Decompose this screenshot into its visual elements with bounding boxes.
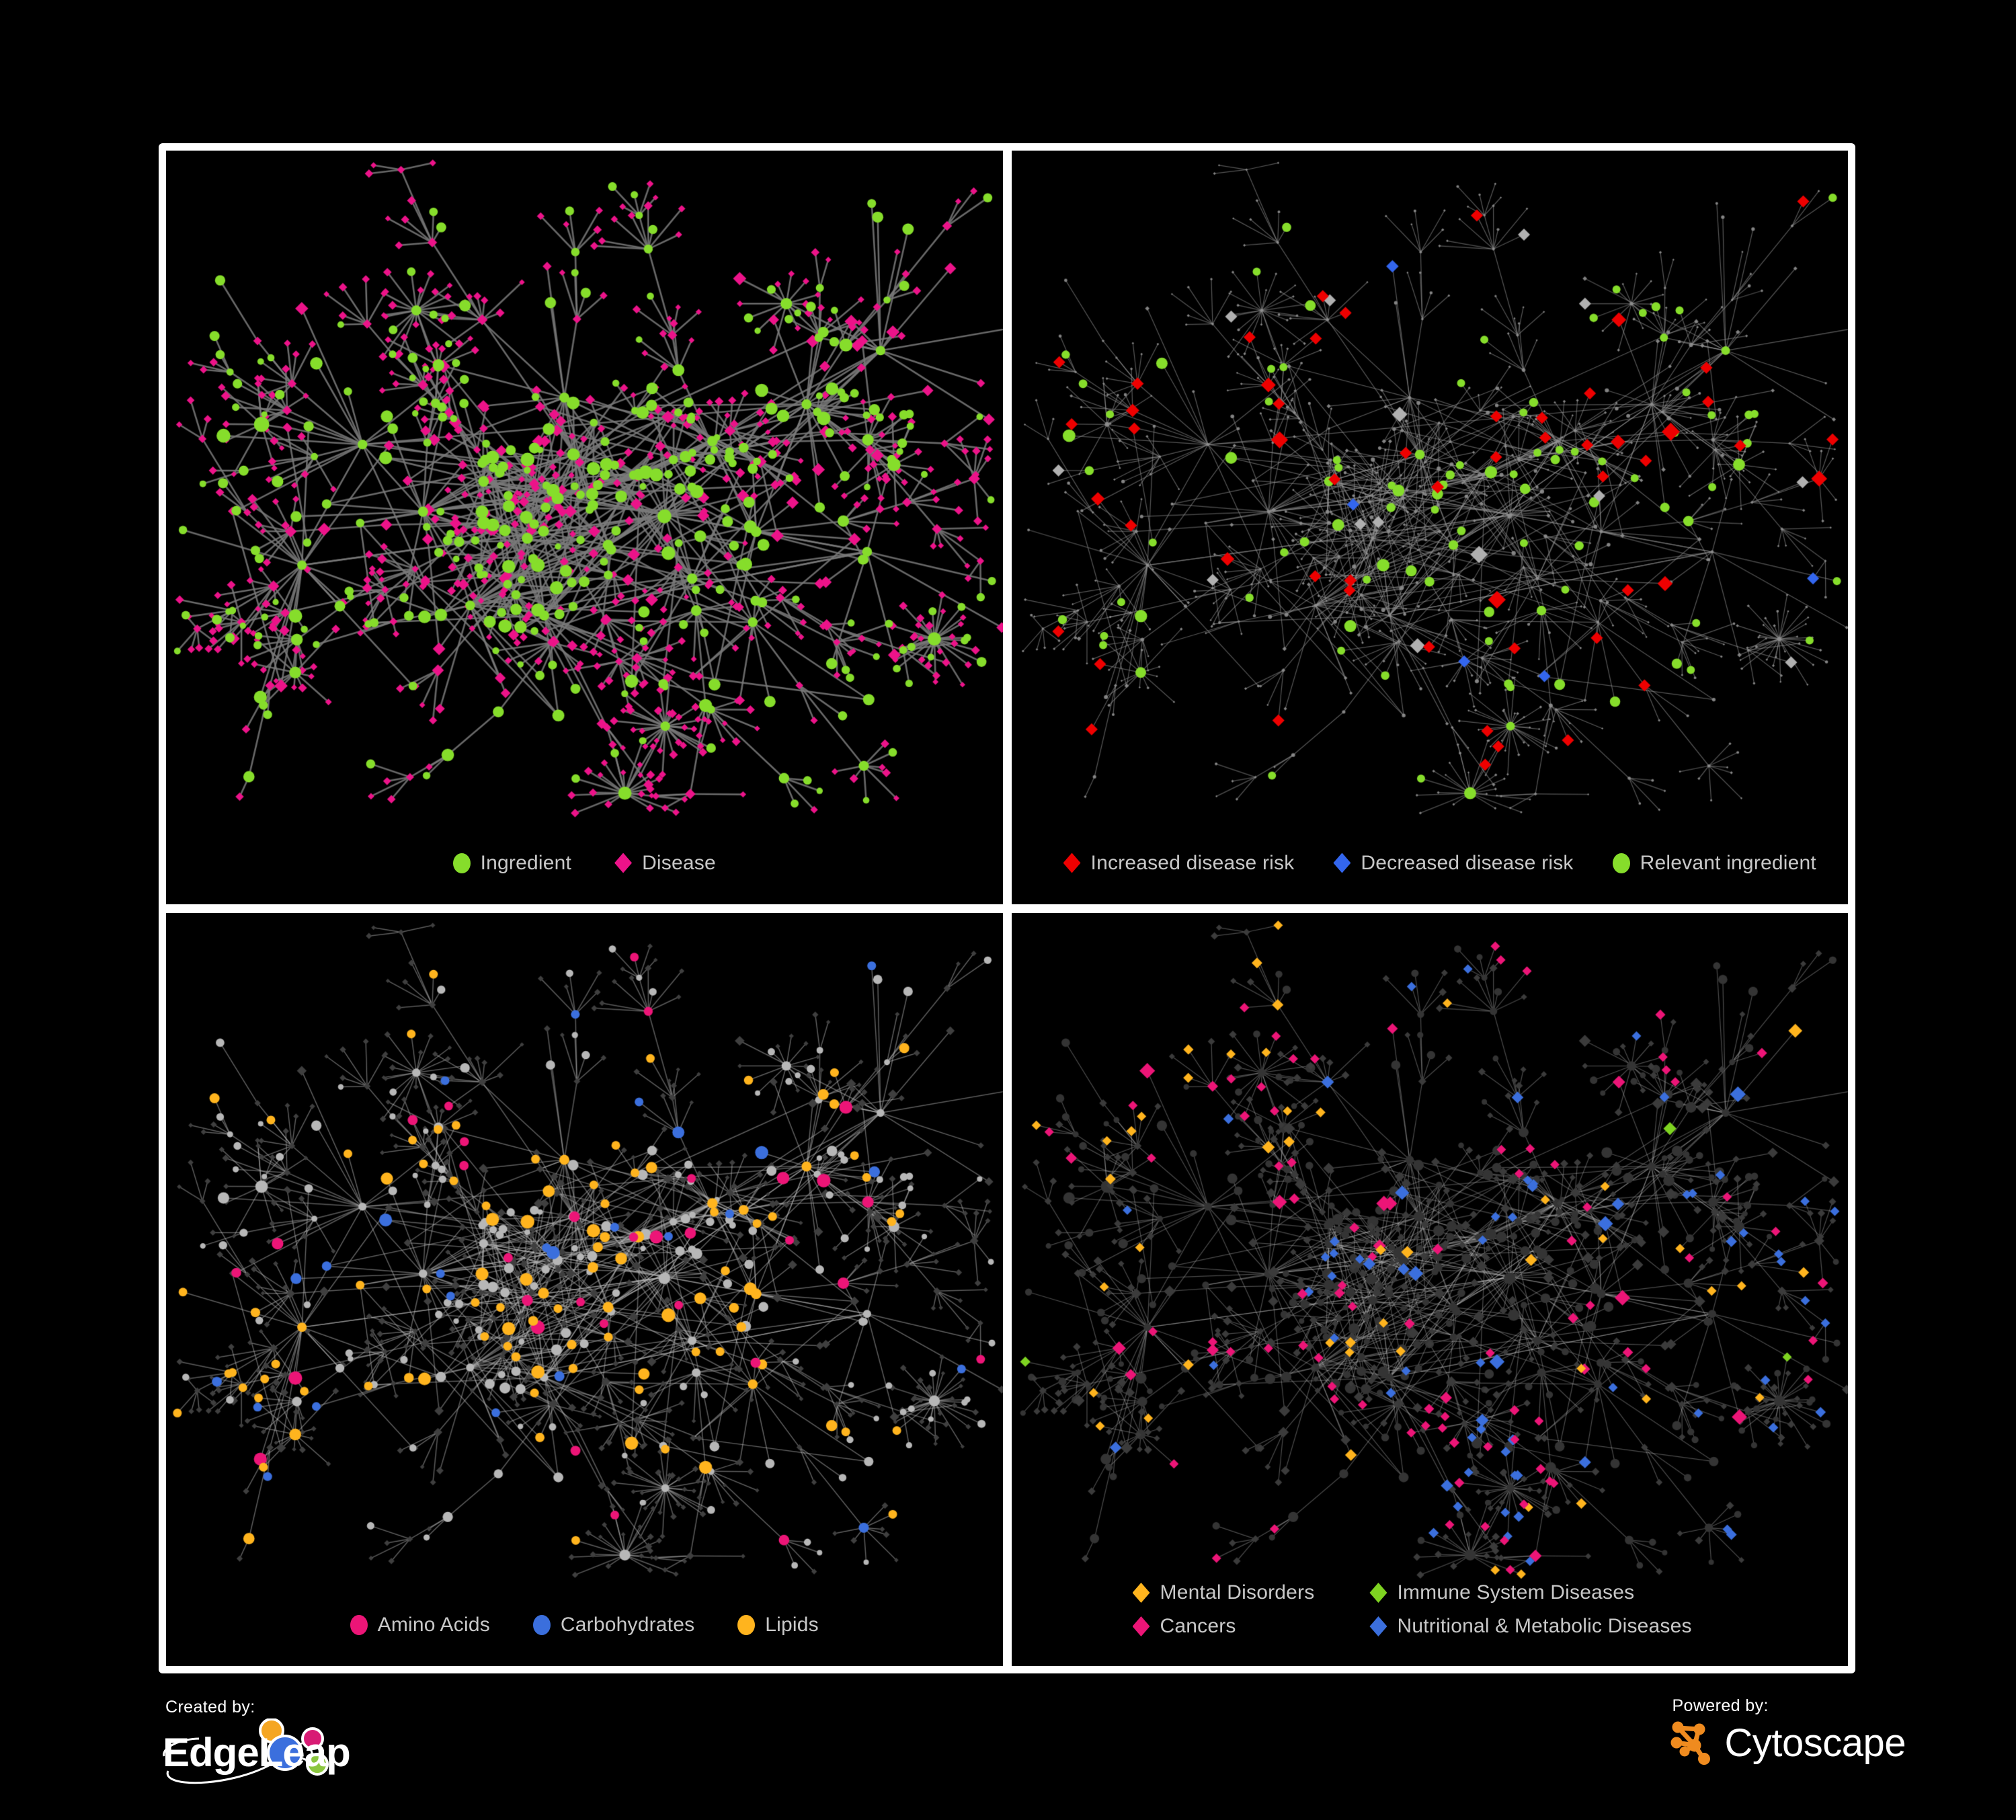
nutritional-metabolic-diseases-diamond-icon [1369,1616,1387,1636]
panel-ingredient-disease[interactable]: Ingredient Disease [166,151,1003,904]
legend-label-immune-system-diseases: Immune System Diseases [1397,1581,1635,1604]
cancers-diamond-icon [1132,1616,1150,1636]
legend-item-lipids[interactable]: Lipids [737,1615,819,1635]
legend-label-mental-disorders: Mental Disorders [1160,1581,1315,1604]
legend-nutrient-classes: Amino Acids Carbohydrates Lipids [166,1615,1003,1666]
legend-item-increased-risk[interactable]: Increased disease risk [1063,853,1295,873]
disease-diamond-icon [614,853,633,873]
edgeleap-wordmark: EdgeLeap [163,1730,351,1775]
panel-disease-classes[interactable]: Mental Disorders Immune System Diseases … [1011,912,1849,1666]
legend-label-carbohydrates: Carbohydrates [560,1614,695,1636]
legend-item-disease[interactable]: Disease [614,853,716,873]
legend-label-amino-acids: Amino Acids [377,1614,490,1636]
figure-footer: Created by: EdgeLeap Powered by: [0,1684,2016,1819]
panel-grid: Ingredient Disease Increased disease ris… [159,143,1855,1673]
mental-disorders-diamond-icon [1132,1583,1150,1603]
panel-disease-risk[interactable]: Increased disease risk Decreased disease… [1011,151,1849,904]
created-by-label: Created by: [165,1698,255,1716]
legend-disease-risk: Increased disease risk Decreased disease… [1012,853,1849,904]
legend-ingredient-disease: Ingredient Disease [166,853,1003,904]
powered-by-label: Powered by: [1672,1696,1769,1715]
cytoscape-logo[interactable]: Cytoscape [1669,1718,1906,1767]
network-canvas-disease-risk[interactable] [1011,151,1848,904]
cytoscape-wordmark: Cytoscape [1724,1720,1906,1765]
legend-item-decreased-risk[interactable]: Decreased disease risk [1333,853,1573,873]
created-by-block: Created by: EdgeLeap [156,1698,351,1789]
decreased-risk-diamond-icon [1333,853,1351,873]
legend-label-cancers: Cancers [1160,1615,1236,1637]
network-canvas-nutrient-classes[interactable] [166,912,1003,1666]
network-canvas-disease-classes[interactable] [1011,912,1848,1666]
legend-item-amino-acids[interactable]: Amino Acids [350,1615,490,1635]
legend-item-carbohydrates[interactable]: Carbohydrates [532,1614,695,1636]
cytoscape-logo-graphic [1670,1721,1711,1765]
lipids-circle-icon [737,1615,756,1635]
relevant-ingredient-circle-icon [1612,853,1630,873]
legend-item-relevant-ingredient[interactable]: Relevant ingredient [1612,851,1816,874]
edgeleap-logo[interactable]: EdgeLeap [156,1718,351,1789]
legend-label-lipids: Lipids [765,1614,819,1636]
legend-label-relevant-ingredient: Relevant ingredient [1640,851,1816,874]
legend-item-nutritional-metabolic-diseases[interactable]: Nutritional & Metabolic Diseases [1369,1615,1692,1637]
increased-risk-diamond-icon [1063,853,1081,873]
legend-label-decreased-risk: Decreased disease risk [1361,851,1574,874]
legend-label-increased-risk: Increased disease risk [1090,851,1295,874]
legend-label-disease: Disease [642,851,716,874]
legend-label-nutritional-metabolic-diseases: Nutritional & Metabolic Diseases [1397,1615,1692,1637]
network-canvas-ingredient-disease[interactable] [166,151,1003,904]
legend-label-ingredient: Ingredient [480,851,572,874]
ingredient-circle-icon [452,853,471,873]
amino-acids-circle-icon [350,1615,368,1635]
legend-item-cancers[interactable]: Cancers [1132,1615,1315,1637]
panel-nutrient-classes[interactable]: Amino Acids Carbohydrates Lipids [166,912,1003,1666]
immune-system-diseases-diamond-icon [1369,1583,1387,1603]
legend-item-immune-system-diseases[interactable]: Immune System Diseases [1369,1583,1691,1603]
legend-item-mental-disorders[interactable]: Mental Disorders [1132,1581,1315,1604]
legend-item-ingredient[interactable]: Ingredient [452,851,572,874]
edgeleap-logo-graphic [163,1718,329,1784]
legend-disease-classes: Mental Disorders Immune System Diseases … [1012,1583,1849,1666]
carbohydrates-circle-icon [532,1615,551,1635]
powered-by-block: Powered by: [1669,1696,1906,1767]
